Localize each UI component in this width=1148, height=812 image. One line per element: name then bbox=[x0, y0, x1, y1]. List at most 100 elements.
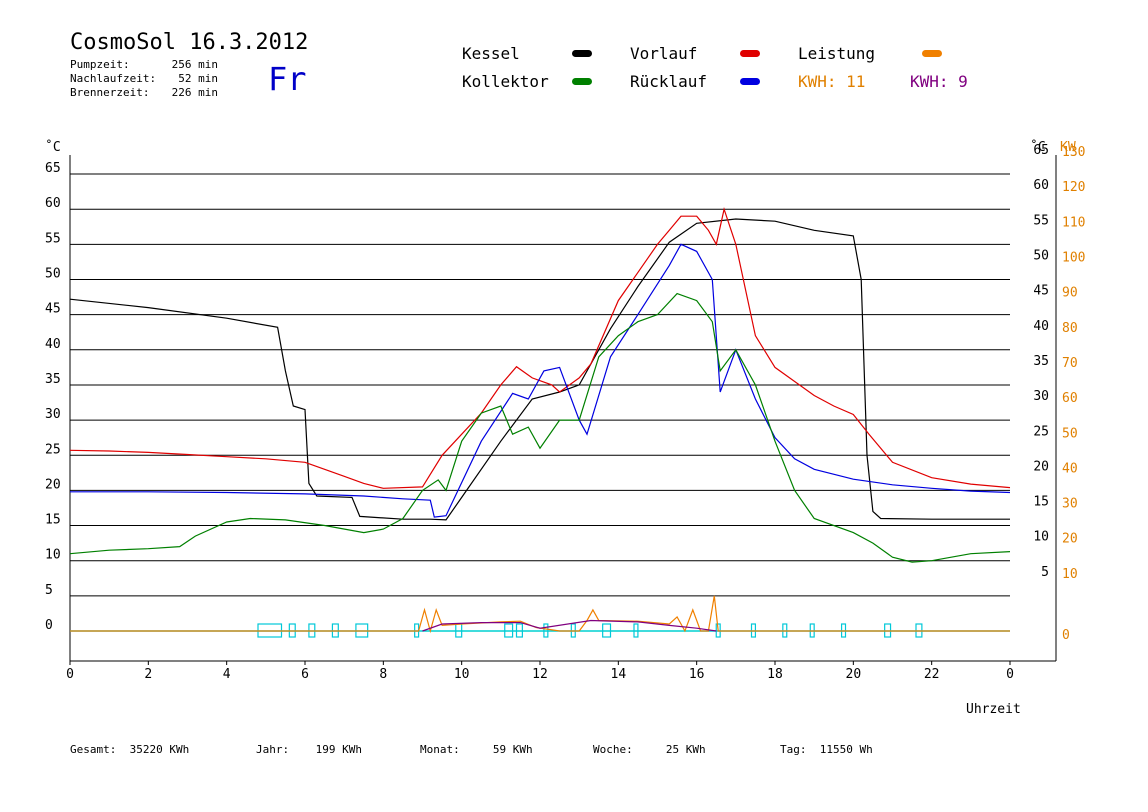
x-tick-label: 20 bbox=[846, 667, 862, 682]
y-tick-label-left: 40 bbox=[45, 337, 61, 352]
footer-year-value: 199 KWh bbox=[315, 743, 362, 756]
x-axis-label: Uhrzeit bbox=[966, 702, 1021, 717]
y-tick-label-right-power: 80 bbox=[1062, 321, 1078, 336]
right-axis-unit-temp: ˚C bbox=[1030, 140, 1046, 155]
x-tick-label: 6 bbox=[301, 667, 309, 682]
stat-labels: Pumpzeit: Nachlaufzeit: Brennerzeit: bbox=[70, 58, 156, 100]
y-tick-label-left: 15 bbox=[45, 513, 61, 528]
series-line-leistung bbox=[70, 595, 1010, 634]
footer-week-label: Woche: bbox=[593, 743, 633, 756]
y-tick-label-left: 45 bbox=[45, 302, 61, 317]
x-tick-label: 2 bbox=[144, 667, 152, 682]
y-tick-label-right-temp: 15 bbox=[1033, 495, 1049, 510]
y-tick-label-right-temp: 50 bbox=[1033, 249, 1049, 264]
y-tick-label-left: 30 bbox=[45, 407, 61, 422]
y-tick-label-right-power: 110 bbox=[1062, 215, 1085, 230]
y-tick-label-right-power: 90 bbox=[1062, 286, 1078, 301]
stat-values: 256 min 52 min 226 min bbox=[160, 58, 218, 100]
footer-week-value: 25 KWh bbox=[665, 743, 706, 756]
footer-day-value: 11550 Wh bbox=[819, 743, 873, 756]
legend-leistung-label: Leistung bbox=[798, 44, 876, 63]
x-tick-label: 22 bbox=[924, 667, 940, 682]
y-tick-label-right-power: 60 bbox=[1062, 391, 1078, 406]
y-tick-label-right-temp: 5 bbox=[1041, 565, 1049, 580]
y-tick-label-right-power: 40 bbox=[1062, 461, 1078, 476]
pump-interval bbox=[504, 623, 514, 638]
x-tick-label: 10 bbox=[454, 667, 470, 682]
pump-interval bbox=[602, 623, 612, 638]
series-line-kessel bbox=[69, 218, 1010, 521]
afterrun-time-value: 52 min bbox=[178, 72, 218, 85]
chart-title: CosmoSol 16.3.2012 bbox=[70, 30, 309, 55]
series-line-kollektor bbox=[69, 292, 1011, 563]
y-tick-label-left: 5 bbox=[45, 583, 53, 598]
legend-kollektor-swatch bbox=[572, 78, 592, 85]
y-tick-label-right-power: 120 bbox=[1062, 180, 1085, 195]
pump-interval bbox=[543, 623, 549, 638]
y-tick-label-left: 20 bbox=[45, 477, 61, 492]
x-tick-label: 0 bbox=[66, 667, 74, 682]
footer-total-value: 35220 KWh bbox=[129, 743, 190, 756]
y-tick-label-left: 10 bbox=[45, 548, 61, 563]
legend-kollektor-label: Kollektor bbox=[462, 72, 549, 91]
footer-month-label: Monat: bbox=[420, 743, 460, 756]
y-tick-label-right-power: 70 bbox=[1062, 356, 1078, 371]
y-tick-label-right-temp: 35 bbox=[1033, 354, 1049, 369]
x-tick-label: 12 bbox=[532, 667, 548, 682]
x-tick-label: 16 bbox=[689, 667, 705, 682]
x-tick-label: 18 bbox=[767, 667, 783, 682]
y-tick-label-right-power: 10 bbox=[1062, 567, 1078, 582]
kwh-orange-label: KWH: 11 bbox=[798, 72, 866, 91]
legend-vorlauf-label: Vorlauf bbox=[630, 44, 698, 63]
footer-total-label: Gesamt: bbox=[70, 743, 117, 756]
footer-day: Tag: 11550 Wh bbox=[780, 743, 873, 756]
footer-week: Woche: 25 KWh bbox=[593, 743, 706, 756]
y-tick-label-right-temp: 25 bbox=[1033, 424, 1049, 439]
y-tick-label-right-temp: 20 bbox=[1033, 459, 1049, 474]
legend-ruecklauf-label: Rücklauf bbox=[630, 72, 708, 91]
x-tick-label: 14 bbox=[611, 667, 627, 682]
y-tick-label-right-power: 100 bbox=[1062, 251, 1085, 266]
y-tick-label-right-temp: 45 bbox=[1033, 284, 1049, 299]
y-tick-label-left: 55 bbox=[45, 231, 61, 246]
pump-interval bbox=[515, 623, 523, 638]
pump-interval bbox=[633, 623, 639, 638]
burner-time-label: Brennerzeit: bbox=[70, 86, 150, 99]
series-line-vorlauf bbox=[69, 206, 1011, 489]
pump-time-value: 256 min bbox=[171, 58, 218, 71]
footer-year-label: Jahr: bbox=[256, 743, 290, 756]
y-tick-label-right-temp: 65 bbox=[1033, 143, 1049, 158]
legend-kessel-label: Kessel bbox=[462, 44, 520, 63]
x-tick-label: 8 bbox=[379, 667, 387, 682]
y-tick-label-left: 60 bbox=[45, 196, 61, 211]
y-tick-label-right-power: 30 bbox=[1062, 497, 1078, 512]
x-tick-label: 0 bbox=[1006, 667, 1014, 682]
footer-month-value: 59 KWh bbox=[492, 743, 533, 756]
y-tick-label-left: 0 bbox=[45, 618, 53, 633]
left-axis-unit: ˚C bbox=[45, 140, 61, 155]
y-tick-label-right-power: 0 bbox=[1062, 628, 1070, 643]
y-tick-label-right-temp: 60 bbox=[1033, 178, 1049, 193]
y-tick-label-left: 25 bbox=[45, 442, 61, 457]
y-tick-label-left: 65 bbox=[45, 161, 61, 176]
kwh-purple-label: KWH: 9 bbox=[910, 72, 968, 91]
x-tick-label: 4 bbox=[223, 667, 231, 682]
y-tick-label-right-power: 130 bbox=[1062, 145, 1085, 160]
right-axis-unit-power: KW bbox=[1060, 140, 1076, 155]
weekday-label: Fr bbox=[268, 60, 307, 98]
legend-vorlauf-swatch bbox=[740, 50, 760, 57]
y-tick-label-left: 50 bbox=[45, 267, 61, 282]
y-tick-label-right-temp: 55 bbox=[1033, 213, 1049, 228]
y-tick-label-right-power: 50 bbox=[1062, 426, 1078, 441]
burner-time-value: 226 min bbox=[171, 86, 218, 99]
footer-year: Jahr: 199 KWh bbox=[256, 743, 362, 756]
footer-total: Gesamt: 35220 KWh bbox=[70, 743, 189, 756]
footer-day-label: Tag: bbox=[780, 743, 807, 756]
series-line-r-cklauf bbox=[70, 243, 1011, 518]
y-tick-label-right-temp: 10 bbox=[1033, 530, 1049, 545]
pump-time-label: Pumpzeit: bbox=[70, 58, 130, 71]
y-tick-label-right-temp: 30 bbox=[1033, 389, 1049, 404]
y-tick-label-left: 35 bbox=[45, 372, 61, 387]
legend-leistung-swatch bbox=[922, 50, 942, 57]
